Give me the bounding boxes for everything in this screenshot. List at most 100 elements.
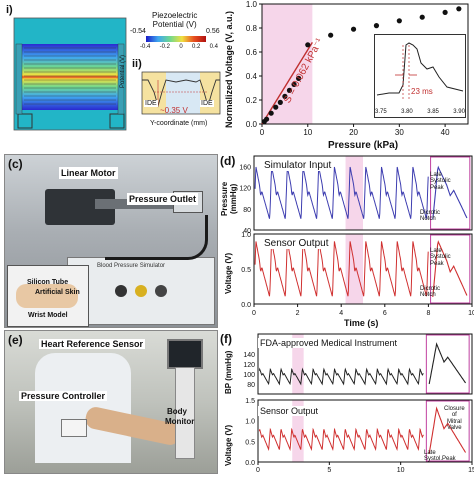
fit-line bbox=[261, 42, 313, 125]
y-tick-label: 1.5 bbox=[245, 398, 255, 405]
inset-tick: 3.80 bbox=[401, 109, 413, 115]
y-tick-label: 0.0 bbox=[246, 120, 258, 129]
panel-d-xlabel: Time (s) bbox=[344, 318, 379, 328]
systolic-label: Systolic bbox=[430, 254, 451, 261]
panel-d: (d) 40 80 120 160 0.0 0.5 1.0 0 2 4 6 8 10 Simulator… bbox=[218, 152, 474, 330]
data-point bbox=[373, 23, 380, 29]
of-label: of bbox=[451, 412, 457, 419]
panel-e-letter: (e) bbox=[8, 333, 23, 347]
label-monitor: Monitor bbox=[165, 417, 195, 426]
sensor-output-label-f: Sensor Output bbox=[258, 406, 321, 416]
data-point bbox=[282, 93, 288, 99]
plot-frame bbox=[257, 333, 473, 395]
colorbar-tick: -0.2 bbox=[159, 44, 170, 50]
panel-c-photo: Blood Pressure Simulator Wrist Model (c)… bbox=[4, 154, 218, 328]
inset-tick: 3.90 bbox=[453, 109, 465, 115]
dicrotic-label: Dicrotic bbox=[420, 286, 441, 292]
simulator-zoom-trace bbox=[432, 165, 468, 220]
late-label: Late bbox=[430, 248, 442, 254]
highlight-band bbox=[292, 334, 304, 394]
knob bbox=[115, 285, 127, 297]
dicrotic-label: Dicrotic bbox=[420, 210, 441, 216]
x-tick-label: 30 bbox=[395, 128, 404, 137]
data-point bbox=[268, 110, 274, 116]
fda-trace bbox=[258, 367, 424, 386]
panel-b-xlabel: Pressure (kPa) bbox=[328, 140, 399, 151]
x-tick-label: 40 bbox=[441, 128, 450, 137]
inset-ticks: 3.75 3.80 3.85 3.90 bbox=[375, 109, 465, 115]
sensor-zoom-trace bbox=[432, 240, 468, 298]
subject-torso bbox=[35, 353, 131, 463]
highlight-band bbox=[262, 4, 313, 124]
inset-time-annotation: 23 ms bbox=[411, 87, 433, 96]
inset-labels-bottom: Late Systolic Peak bbox=[430, 248, 451, 267]
sensor-output-trace bbox=[258, 427, 424, 452]
panel-d-letter: (d) bbox=[220, 154, 236, 168]
notch-labels-top: Dicrotic Notch bbox=[420, 210, 440, 223]
ide-right-label: IDE bbox=[200, 100, 214, 107]
wrist-model-inset: Wrist Model bbox=[7, 265, 89, 327]
pulse-inset-trace bbox=[376, 42, 464, 99]
y-tick-label: 120 bbox=[243, 362, 255, 369]
monitor-device bbox=[167, 339, 203, 369]
fda-zoom-trace bbox=[428, 342, 467, 385]
data-point bbox=[291, 81, 297, 87]
panel-f: (f) 80 100 120 140 0.0 0.5 1.0 1.5 0 5 10 15 FDA-ap… bbox=[218, 330, 474, 474]
data-point bbox=[442, 9, 448, 15]
pulse-inset: 23 ms 3.75 3.80 3.85 3.90 bbox=[374, 34, 466, 118]
wrist-model-label: Wrist Model bbox=[28, 312, 68, 319]
notch-label: Notch bbox=[420, 216, 436, 223]
colorbar-ticks: -0.4 -0.2 0 0.2 0.4 bbox=[140, 44, 218, 50]
knob bbox=[135, 285, 147, 297]
potential-profile-plot bbox=[141, 71, 221, 115]
potential-annotation: ~0.35 V bbox=[160, 106, 188, 115]
valve-label: Valve bbox=[447, 424, 462, 431]
y-tick-label: 0.5 bbox=[245, 439, 255, 446]
peak-label: Peak bbox=[430, 260, 444, 267]
y-tick-label: 1.0 bbox=[241, 232, 251, 239]
label-artificial-skin: Artificial Skin bbox=[35, 289, 80, 296]
y-tick-label: 0.6 bbox=[246, 48, 258, 57]
notch-labels-bottom: Dicrotic Notch bbox=[420, 286, 440, 299]
panel-c-letter: (c) bbox=[8, 157, 23, 171]
label-silicon-tube: Silicon Tube bbox=[27, 279, 69, 286]
colorbar-gradient bbox=[146, 36, 206, 42]
y-tick-label: 0.5 bbox=[241, 267, 251, 274]
x-tick-label: 4 bbox=[339, 310, 343, 317]
inset-labels-top: Late Systolic Peak bbox=[430, 172, 451, 191]
panel-d-bottom-ylabel: Voltage (V) bbox=[224, 252, 233, 294]
x-tick-label: 10 bbox=[468, 310, 474, 317]
late-label: Late bbox=[430, 172, 442, 178]
peak-label: Peak bbox=[430, 184, 444, 191]
panel-f-letter: (f) bbox=[220, 332, 232, 346]
panel-a-i-marker: i) bbox=[6, 4, 13, 16]
wrist-model bbox=[16, 284, 78, 308]
y-tick-label: 80 bbox=[243, 207, 251, 214]
x-tick-label: 8 bbox=[426, 310, 430, 317]
panel-a-ii-ylabel: Potential (V) bbox=[120, 54, 126, 88]
simulator-input-label: Simulator Input bbox=[262, 160, 334, 171]
data-point bbox=[296, 75, 302, 81]
x-tick-label: 5 bbox=[327, 467, 331, 474]
y-tick-label: 0.2 bbox=[246, 96, 258, 105]
y-tick-label: 1.0 bbox=[246, 0, 258, 9]
colorbar-tick: 0.4 bbox=[209, 44, 218, 50]
inset-box bbox=[425, 400, 470, 462]
highlight-band bbox=[292, 400, 304, 462]
colorbar-min: -0.54 bbox=[130, 28, 146, 35]
ide-left-label: IDE bbox=[144, 100, 158, 107]
x-tick-label: 10 bbox=[397, 467, 405, 474]
panel-a-i: i) bbox=[4, 4, 130, 132]
data-point bbox=[286, 87, 293, 93]
data-point bbox=[350, 26, 357, 32]
colorbar: Piezoelectric Potential (V) -0.54 0.56 -… bbox=[130, 11, 220, 52]
plot-frame bbox=[257, 399, 473, 463]
simulator-box-label: Blood Pressure Simulator bbox=[97, 263, 166, 269]
fda-instrument-label: FDA-approved Medical Instrument bbox=[258, 338, 400, 348]
y-tick-label: 100 bbox=[243, 372, 255, 379]
y-tick-label: 0.4 bbox=[246, 72, 258, 81]
y-tick-label: 40 bbox=[243, 228, 251, 235]
data-point bbox=[328, 32, 334, 38]
monitor-stand bbox=[175, 367, 195, 459]
data-point bbox=[456, 6, 462, 12]
